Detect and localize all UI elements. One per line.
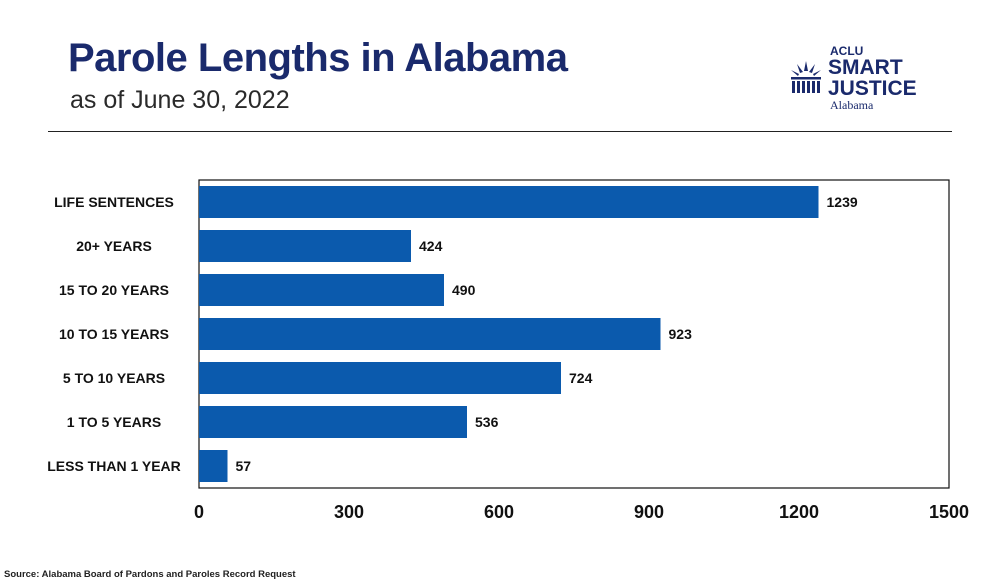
bar	[199, 406, 467, 438]
value-label: 923	[669, 326, 693, 342]
category-label: LESS THAN 1 YEAR	[47, 458, 181, 474]
logo-state-text: Alabama	[830, 98, 874, 112]
source-note: Source: Alabama Board of Pardons and Par…	[4, 569, 296, 580]
x-tick-label: 0	[194, 502, 204, 522]
smart-justice-emblem-icon	[791, 61, 821, 93]
category-label: LIFE SENTENCES	[54, 194, 174, 210]
value-label: 536	[475, 414, 499, 430]
aclu-smart-justice-logo: ACLU SMART JUSTICE Alabama	[786, 44, 936, 112]
x-tick-label: 600	[484, 502, 514, 522]
x-tick-label: 1200	[779, 502, 819, 522]
logo-aclu-text: ACLU	[830, 44, 864, 58]
bar	[199, 450, 228, 482]
bar	[199, 186, 819, 218]
bar	[199, 230, 411, 262]
value-label: 424	[419, 238, 443, 254]
x-tick-label: 900	[634, 502, 664, 522]
header-divider	[48, 131, 952, 132]
logo-smart-text: SMART	[828, 56, 903, 79]
value-label: 1239	[827, 194, 858, 210]
value-label: 57	[236, 458, 252, 474]
page-subtitle: as of June 30, 2022	[70, 86, 290, 114]
category-label: 20+ YEARS	[76, 238, 152, 254]
value-label: 724	[569, 370, 593, 386]
category-label: 10 TO 15 YEARS	[59, 326, 169, 342]
category-label: 1 TO 5 YEARS	[67, 414, 161, 430]
page-title: Parole Lengths in Alabama	[68, 36, 568, 80]
bar	[199, 274, 444, 306]
bar	[199, 362, 561, 394]
x-tick-label: 1500	[929, 502, 969, 522]
category-label: 5 TO 10 YEARS	[63, 370, 165, 386]
bar	[199, 318, 661, 350]
value-label: 490	[452, 282, 476, 298]
category-label: 15 TO 20 YEARS	[59, 282, 169, 298]
logo-justice-text: JUSTICE	[828, 77, 917, 100]
x-tick-label: 300	[334, 502, 364, 522]
